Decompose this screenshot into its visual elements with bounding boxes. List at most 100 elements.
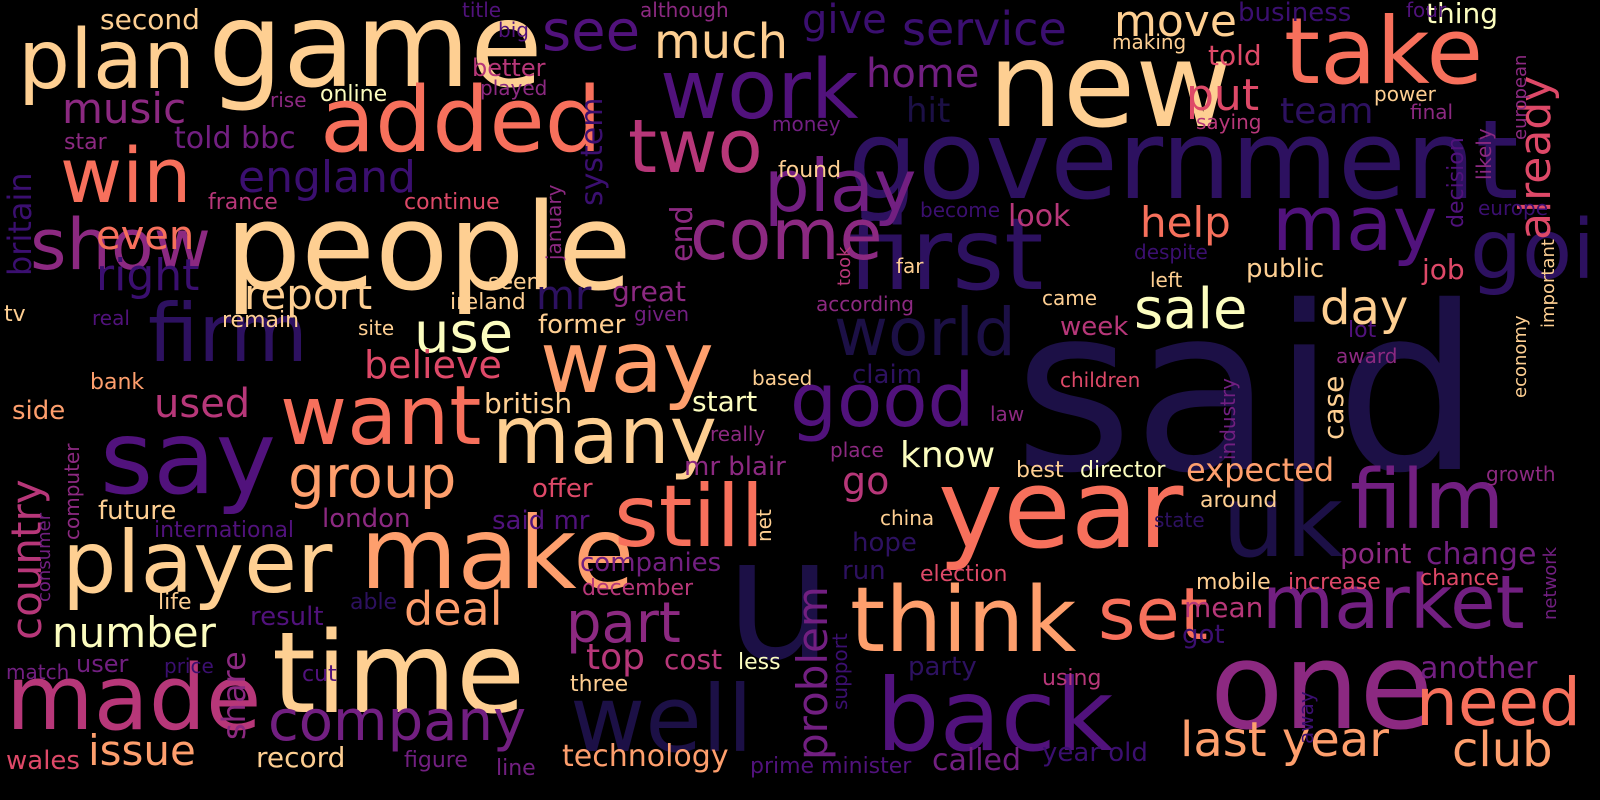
- word-bank: bank: [90, 370, 145, 395]
- word-year: year: [938, 445, 1184, 573]
- word-star: star: [64, 130, 107, 155]
- word-played: played: [480, 76, 548, 100]
- word-told-bbc: told bbc: [174, 121, 296, 156]
- word-france: france: [208, 190, 278, 215]
- word-around: around: [1200, 488, 1278, 513]
- word-rise: rise: [270, 88, 307, 112]
- word-two: two: [628, 104, 763, 190]
- word-say: say: [100, 399, 277, 518]
- word-away: away: [1294, 691, 1318, 744]
- word-want: want: [280, 369, 482, 464]
- word-left: left: [1150, 268, 1183, 292]
- word-got: got: [1182, 620, 1225, 650]
- word-become: become: [920, 198, 1001, 222]
- word-final: final: [1410, 100, 1454, 124]
- word-seen: seen: [488, 270, 541, 295]
- word-britain: britain: [1, 172, 39, 276]
- word-right: right: [96, 250, 200, 301]
- word-case: case: [1317, 375, 1350, 440]
- word-start: start: [692, 385, 758, 418]
- word-making: making: [1112, 30, 1187, 54]
- word-second: second: [100, 3, 200, 36]
- word-mean: mean: [1184, 591, 1264, 624]
- word-way: way: [540, 313, 714, 413]
- word-added: added: [320, 68, 602, 173]
- word-three: three: [570, 672, 629, 697]
- word-plan: plan: [18, 13, 196, 108]
- word-team: team: [1280, 91, 1374, 132]
- word-online: online: [320, 82, 388, 107]
- word-need: need: [1416, 664, 1581, 741]
- word-club: club: [1452, 722, 1553, 778]
- word-side: side: [12, 396, 66, 426]
- word-match: match: [6, 660, 70, 684]
- word-deal: deal: [404, 582, 503, 636]
- word-first: first: [848, 196, 1044, 313]
- word-end: end: [665, 205, 700, 262]
- word-play: play: [764, 144, 917, 228]
- word-another: another: [1420, 651, 1538, 686]
- word-cut: cut: [302, 662, 337, 687]
- word-set: set: [1098, 572, 1209, 656]
- word-mr: mr: [536, 273, 592, 319]
- word-player: player: [62, 513, 333, 613]
- word-former: former: [538, 310, 626, 340]
- word-made: made: [6, 646, 262, 751]
- word-point: point: [1340, 537, 1412, 570]
- word-new: new: [988, 16, 1232, 154]
- word-take: take: [1284, 0, 1484, 105]
- word-great: great: [612, 275, 687, 308]
- word-power: power: [1374, 82, 1436, 106]
- word-see: see: [542, 0, 641, 64]
- word-report: report: [244, 270, 373, 319]
- word-put: put: [1186, 70, 1260, 121]
- word-go: go: [842, 459, 890, 503]
- word-market: market: [1262, 560, 1525, 646]
- word-price: price: [164, 654, 214, 678]
- word-cost: cost: [664, 643, 723, 676]
- word-international: international: [154, 518, 295, 543]
- word-make: make: [360, 495, 635, 612]
- word-director: director: [1080, 458, 1166, 483]
- word-support: support: [828, 633, 852, 710]
- word-law: law: [990, 402, 1025, 426]
- word-companies: companies: [580, 548, 722, 578]
- word-given: given: [634, 302, 690, 326]
- word-tv: tv: [4, 302, 26, 327]
- word-use: use: [414, 301, 514, 366]
- word-record: record: [256, 741, 346, 774]
- word-group: group: [288, 443, 457, 511]
- word-despite: despite: [1134, 240, 1208, 264]
- word-said: said: [1014, 257, 1481, 523]
- word-chance: chance: [1420, 566, 1500, 591]
- word-look: look: [1008, 199, 1071, 234]
- word-told: told: [1208, 39, 1262, 72]
- word-think: think: [850, 568, 1077, 673]
- word-much: much: [654, 14, 788, 70]
- word-help: help: [1140, 198, 1231, 247]
- word-even: even: [96, 213, 195, 259]
- word-move: move: [1114, 0, 1237, 47]
- word-remain: remain: [222, 308, 300, 333]
- word-know: know: [900, 435, 996, 476]
- word-home: home: [866, 51, 980, 97]
- word-award: award: [1336, 344, 1398, 368]
- word-wales: wales: [6, 746, 80, 776]
- word-mobile: mobile: [1196, 570, 1271, 595]
- word-thing: thing: [1426, 0, 1499, 30]
- word-four: four: [1406, 0, 1447, 22]
- word-state: state: [1154, 508, 1205, 532]
- word-one: one: [1210, 618, 1434, 757]
- word-january: january: [542, 184, 566, 260]
- word-show: show: [30, 204, 211, 286]
- word-time: time: [272, 609, 526, 739]
- word-service: service: [902, 2, 1067, 56]
- word-day: day: [1320, 280, 1409, 336]
- word-life: life: [158, 590, 192, 615]
- word-less: less: [738, 650, 781, 675]
- word-system: system: [575, 97, 610, 206]
- word-economy: economy: [1510, 315, 1531, 398]
- word-children: children: [1060, 368, 1141, 392]
- word-u: u: [725, 501, 833, 699]
- word-expected: expected: [1186, 451, 1335, 489]
